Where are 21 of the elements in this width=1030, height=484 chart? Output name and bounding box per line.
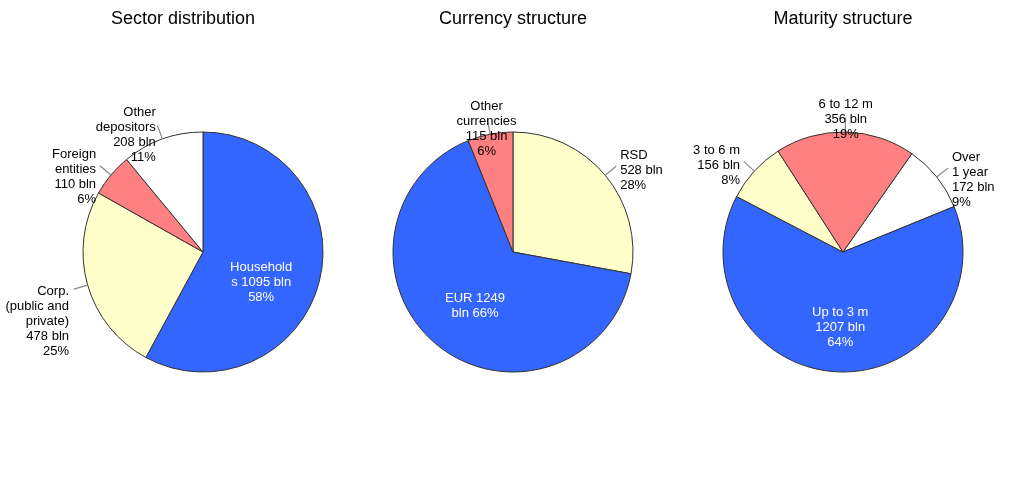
data-label: 528 bln 28% xyxy=(620,161,663,192)
slice-label: Household s 1095 bln 58% xyxy=(230,258,293,304)
data-label: 172 bln 9% xyxy=(951,178,995,209)
data-label: 478 bln 25% xyxy=(26,328,70,359)
slice-label: Over 1 year xyxy=(951,148,989,179)
chart-title: Maturity structure xyxy=(773,8,913,28)
data-label: 110 bln 6% xyxy=(54,176,97,207)
slice-label: 6 to 12 m xyxy=(818,95,873,111)
data-label: 1207 bln 64% xyxy=(815,318,866,349)
slice-label: RSD xyxy=(620,146,648,162)
slice-label: 3 to 6 m xyxy=(693,141,741,157)
slice-label: Other depositors xyxy=(95,103,157,134)
slice-label: Other currencies xyxy=(456,98,518,129)
slice-label: Corp. (public and private) xyxy=(5,283,70,329)
slice-label: EUR 1249 bln 66% xyxy=(445,290,505,321)
slice-label: Up to 3 m xyxy=(812,303,869,319)
data-label: 156 bln 8% xyxy=(697,156,741,187)
slice-label: Foreign entities xyxy=(52,146,97,177)
data-label: 208 bln 11% xyxy=(113,133,157,164)
chart-title: Currency structure xyxy=(438,8,588,28)
chart-title: Sector distribution xyxy=(110,8,256,28)
